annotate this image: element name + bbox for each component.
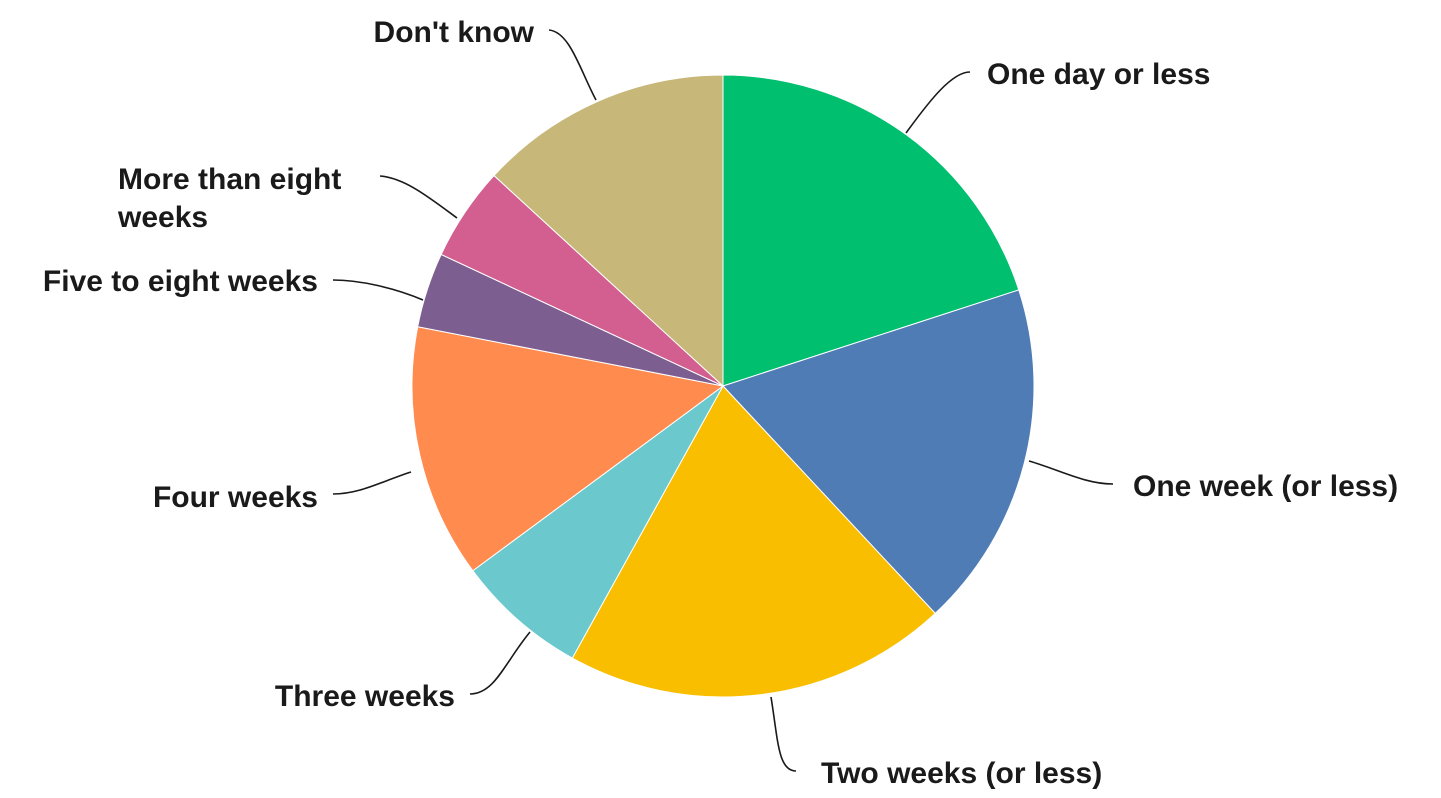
slice-label: Four weeks (153, 481, 318, 514)
pie-slices (411, 74, 1035, 698)
slice-labels: One day or less One week (or less) Two wee… (43, 16, 1398, 790)
leader-line (379, 175, 458, 219)
slice-label: Five to eight weeks (43, 265, 318, 298)
leader-line (905, 71, 971, 134)
pie-slice (571, 385, 936, 698)
leader-line (332, 471, 412, 495)
leader-line (548, 29, 597, 101)
slice-label: One week (or less) (1133, 470, 1398, 503)
leader-line (332, 279, 424, 301)
leader-line (469, 631, 531, 695)
leader-line (770, 696, 797, 772)
slice-label: Three weeks (275, 680, 455, 713)
pie-slice (493, 74, 724, 388)
slice-label: Two weeks (or less) (821, 757, 1102, 790)
pie-slice (722, 289, 1035, 615)
pie-slice (472, 385, 724, 659)
leader-lines (332, 29, 1114, 772)
pie-slice (411, 326, 725, 572)
slice-label: More than eight weeks (117, 163, 341, 234)
leader-line (1028, 460, 1114, 485)
slice-label: One day or less (987, 58, 1210, 91)
pie-slice (722, 74, 1020, 387)
slice-label: Don't know (374, 16, 535, 49)
